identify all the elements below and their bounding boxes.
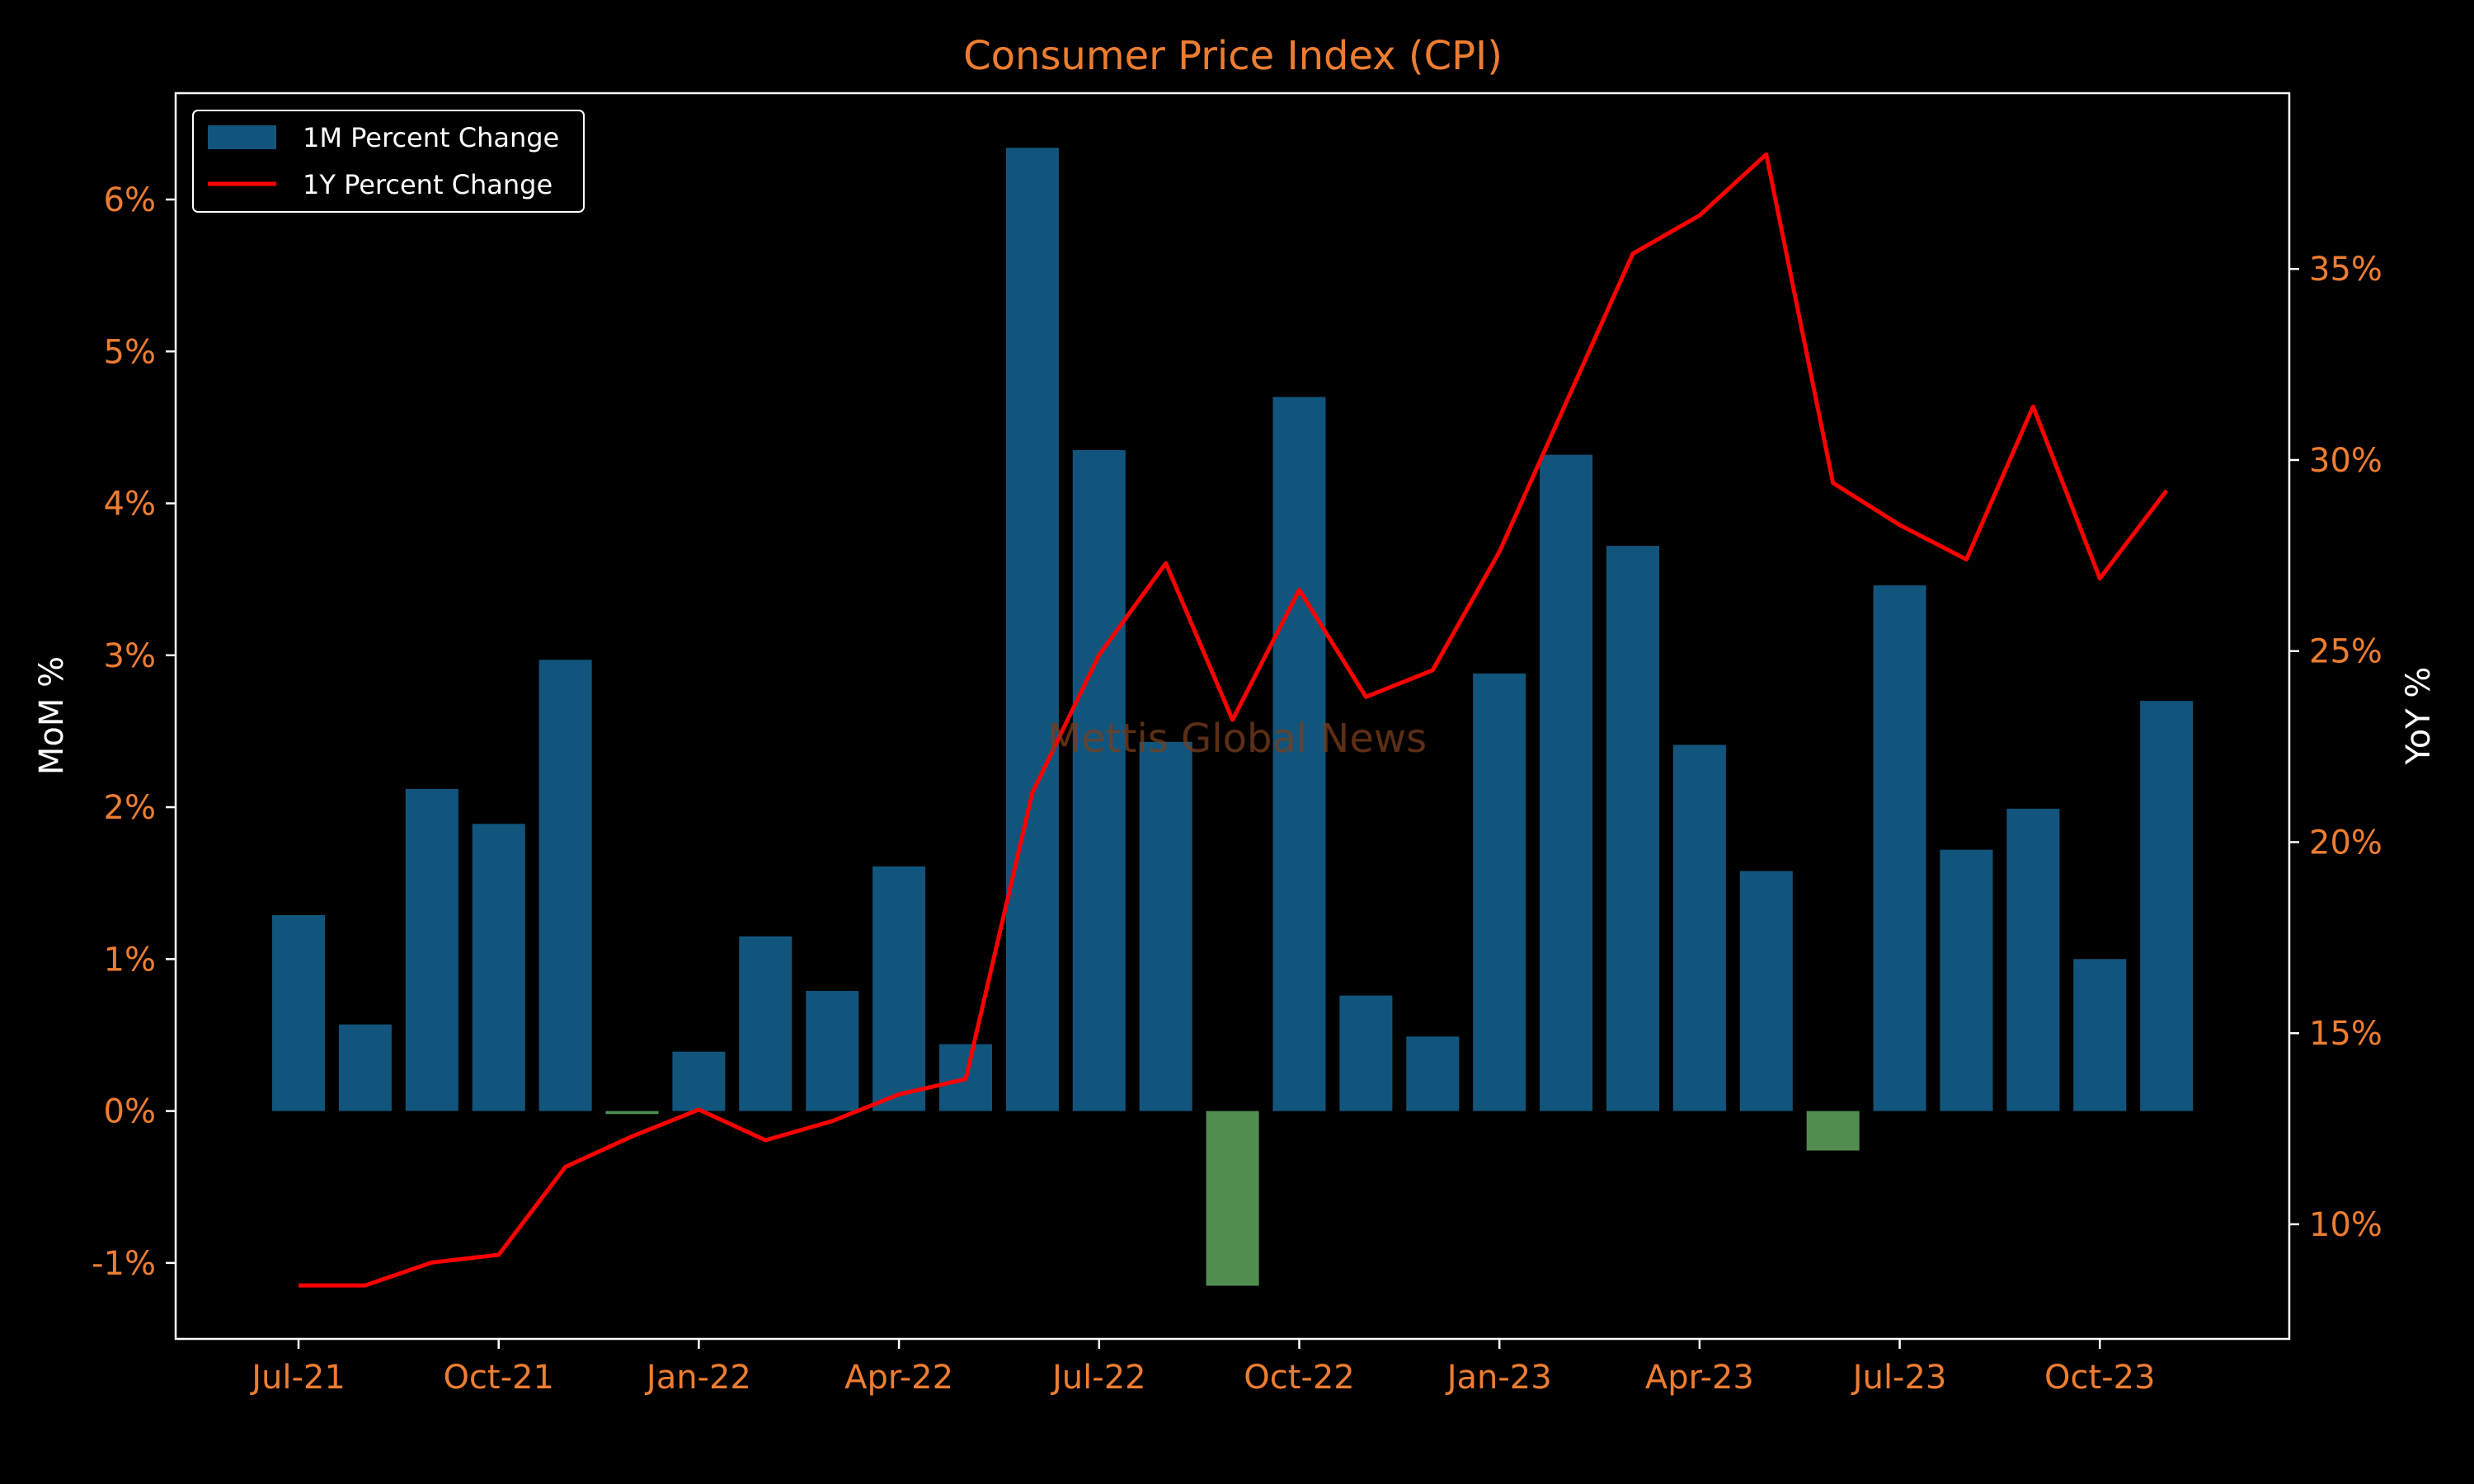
bar-series — [272, 148, 2194, 1286]
right-tick-label: 25% — [2309, 633, 2382, 671]
line-series — [299, 152, 2169, 1288]
bar-Jun-22 — [1005, 148, 1059, 1111]
plot-frame — [174, 92, 2291, 1341]
bar-Sep-21 — [405, 788, 459, 1111]
legend-bar-label: 1M Percent Change — [303, 122, 559, 153]
right-tick-label: 20% — [2309, 824, 2382, 862]
bar-May-23 — [1739, 871, 1793, 1111]
x-tick-label: Apr-23 — [1645, 1359, 1754, 1397]
right-tick-label: 15% — [2309, 1015, 2382, 1053]
bar-Sep-22 — [1206, 1111, 1259, 1286]
legend: 1M Percent Change 1Y Percent Change — [192, 110, 585, 213]
bar-Apr-22 — [872, 866, 926, 1111]
right-tick-label: 35% — [2309, 251, 2382, 289]
bar-Aug-21 — [338, 1024, 392, 1111]
left-tick-label: 6% — [104, 181, 156, 219]
x-tick-label: Jan-22 — [644, 1359, 751, 1397]
x-tick-label: Jul-21 — [249, 1359, 346, 1397]
left-tick-label: 4% — [104, 486, 156, 524]
bar-Feb-22 — [739, 936, 793, 1111]
bar-Nov-21 — [539, 660, 592, 1111]
bar-Jun-23 — [1806, 1111, 1860, 1151]
bar-Oct-22 — [1272, 397, 1326, 1111]
bar-Oct-23 — [2073, 959, 2127, 1111]
bar-Mar-23 — [1606, 546, 1659, 1111]
x-tick-label: Jul-22 — [1050, 1359, 1146, 1397]
bar-Dec-21 — [605, 1111, 659, 1115]
bar-Oct-21 — [472, 824, 525, 1111]
bar-Nov-22 — [1339, 995, 1393, 1111]
left-tick-label: 1% — [104, 941, 156, 979]
bar-Jul-21 — [272, 914, 325, 1111]
bar-Jul-23 — [1873, 585, 1926, 1111]
legend-box — [192, 110, 585, 213]
right-tick-label: 30% — [2309, 442, 2382, 480]
bar-Aug-23 — [1940, 849, 1993, 1111]
bar-Apr-23 — [1672, 744, 1726, 1111]
left-tick-label: 3% — [104, 637, 156, 675]
bar-Mar-22 — [806, 991, 859, 1111]
x-tick-label: Apr-22 — [844, 1359, 953, 1397]
right-axis-title: YoY % — [2400, 667, 2438, 766]
right-tick-label: 10% — [2309, 1206, 2382, 1244]
watermark: Mettis Global News — [1047, 716, 1427, 762]
x-tick-label: Jan-23 — [1445, 1359, 1552, 1397]
left-tick-label: -1% — [92, 1245, 156, 1283]
bar-Nov-23 — [2140, 701, 2194, 1111]
bar-Aug-22 — [1139, 741, 1192, 1111]
right-y-axis: 10% 15% 20% 25% 30% 35% — [2289, 251, 2382, 1244]
left-tick-label: 2% — [104, 789, 156, 827]
chart-title: Consumer Price Index (CPI) — [963, 33, 1503, 79]
yoy-line — [299, 152, 2169, 1288]
legend-line-label: 1Y Percent Change — [303, 169, 553, 200]
left-y-axis: -1% 0% 1% 2% 3% 4% 5% 6% — [92, 181, 176, 1283]
left-tick-label: 0% — [104, 1093, 156, 1131]
bar-Jan-22 — [672, 1051, 726, 1111]
left-tick-label: 5% — [104, 333, 156, 371]
bar-Dec-22 — [1406, 1036, 1460, 1111]
bar-Jul-22 — [1072, 450, 1126, 1111]
x-tick-label: Oct-23 — [2044, 1359, 2156, 1397]
bar-Feb-23 — [1540, 454, 1593, 1111]
x-tick-label: Oct-21 — [443, 1359, 554, 1397]
x-tick-label: Jul-23 — [1851, 1359, 1947, 1397]
x-tick-label: Oct-22 — [1244, 1359, 1355, 1397]
legend-bar-swatch — [208, 125, 276, 149]
left-axis-title: MoM % — [33, 656, 71, 775]
x-axis: Jul-21 Oct-21 Jan-22 Apr-22 Jul-22 Oct-22 Jan-… — [249, 1339, 2156, 1397]
bar-Jan-23 — [1473, 673, 1526, 1111]
bar-Sep-23 — [2006, 808, 2060, 1111]
